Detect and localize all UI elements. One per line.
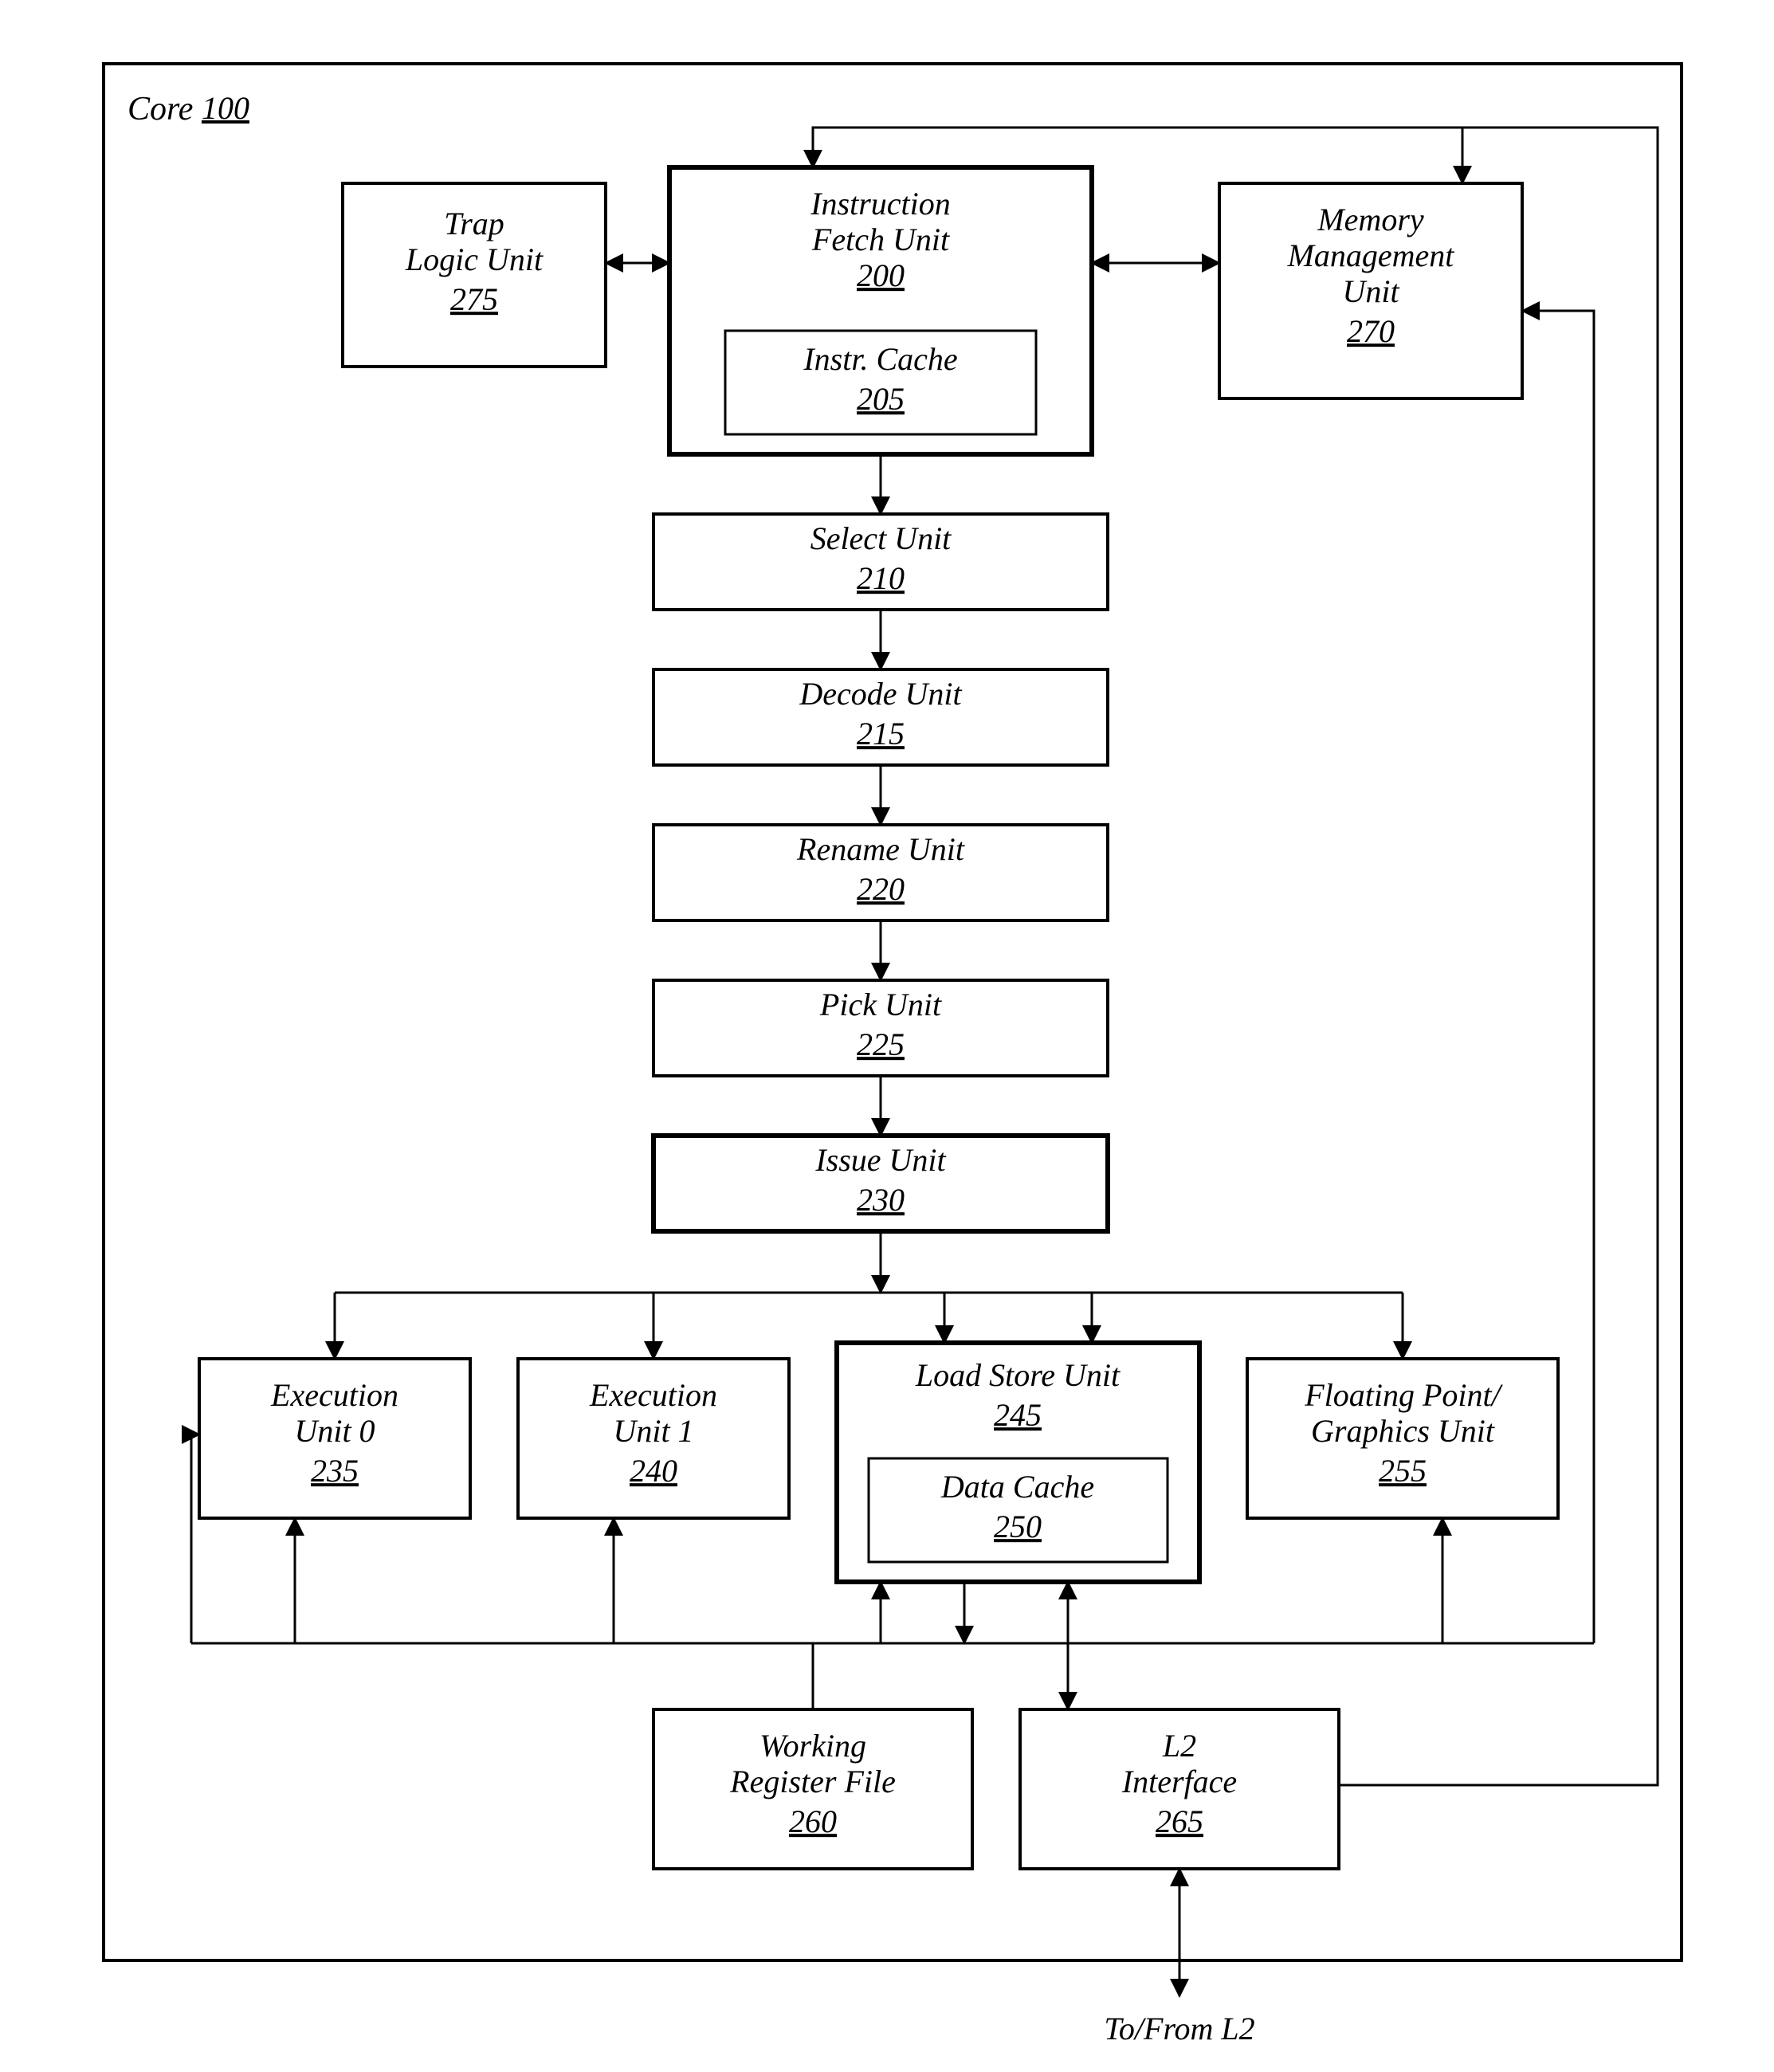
node-tlu-id: 275 — [450, 281, 498, 317]
node-fgu-id: 255 — [1379, 1453, 1427, 1489]
node-decode-label: Decode Unit — [799, 676, 962, 712]
node-tlu-label: Logic Unit — [405, 241, 544, 277]
node-decode-id: 215 — [857, 716, 905, 751]
node-exu0-label: Execution — [270, 1377, 398, 1413]
node-exu1-id: 240 — [630, 1453, 677, 1489]
external-l2-label: To/From L2 — [1104, 2011, 1254, 2046]
node-ifu-label: Instruction — [810, 186, 951, 222]
node-mmu-label: Management — [1287, 237, 1455, 273]
node-wrf-label: Working — [759, 1728, 866, 1764]
node-wrf-label: Register File — [729, 1764, 896, 1799]
node-pick-label: Pick Unit — [819, 987, 942, 1022]
node-exu1-label: Unit 1 — [613, 1413, 693, 1449]
node-exu0-id: 235 — [311, 1453, 359, 1489]
node-icache-id: 205 — [857, 381, 905, 417]
node-issue-id: 230 — [857, 1182, 905, 1218]
node-issue-label: Issue Unit — [814, 1142, 946, 1178]
node-select-id: 210 — [857, 560, 905, 596]
node-l2-id: 265 — [1156, 1803, 1203, 1839]
node-dcache-label: Data Cache — [940, 1469, 1094, 1505]
node-l2-label: L2 — [1162, 1728, 1196, 1764]
node-select-label: Select Unit — [810, 520, 952, 556]
node-l2-label: Interface — [1121, 1764, 1237, 1799]
node-rename-id: 220 — [857, 871, 905, 907]
node-rename-label: Rename Unit — [796, 831, 965, 867]
node-mmu-label: Unit — [1342, 273, 1399, 309]
node-fgu-label: Floating Point/ — [1304, 1377, 1503, 1413]
node-exu0-label: Unit 0 — [294, 1413, 375, 1449]
core-title: Core 100 — [128, 90, 249, 127]
node-lsu-id: 245 — [994, 1397, 1042, 1433]
node-exu1-label: Execution — [589, 1377, 717, 1413]
node-tlu-label: Trap — [444, 206, 504, 241]
node-mmu-label: Memory — [1317, 202, 1424, 237]
node-lsu-label: Load Store Unit — [915, 1357, 1121, 1393]
node-ifu-id: 200 — [857, 257, 905, 293]
node-pick-id: 225 — [857, 1026, 905, 1062]
core-diagram: Core 100 TrapLogic Unit 275 InstructionFetc… — [0, 0, 1774, 2072]
node-icache-label: Instr. Cache — [803, 341, 957, 377]
node-ifu-label: Fetch Unit — [811, 222, 950, 257]
node-mmu-id: 270 — [1347, 313, 1395, 349]
node-dcache-id: 250 — [994, 1509, 1042, 1544]
node-fgu-label: Graphics Unit — [1311, 1413, 1495, 1449]
node-wrf-id: 260 — [789, 1803, 837, 1839]
